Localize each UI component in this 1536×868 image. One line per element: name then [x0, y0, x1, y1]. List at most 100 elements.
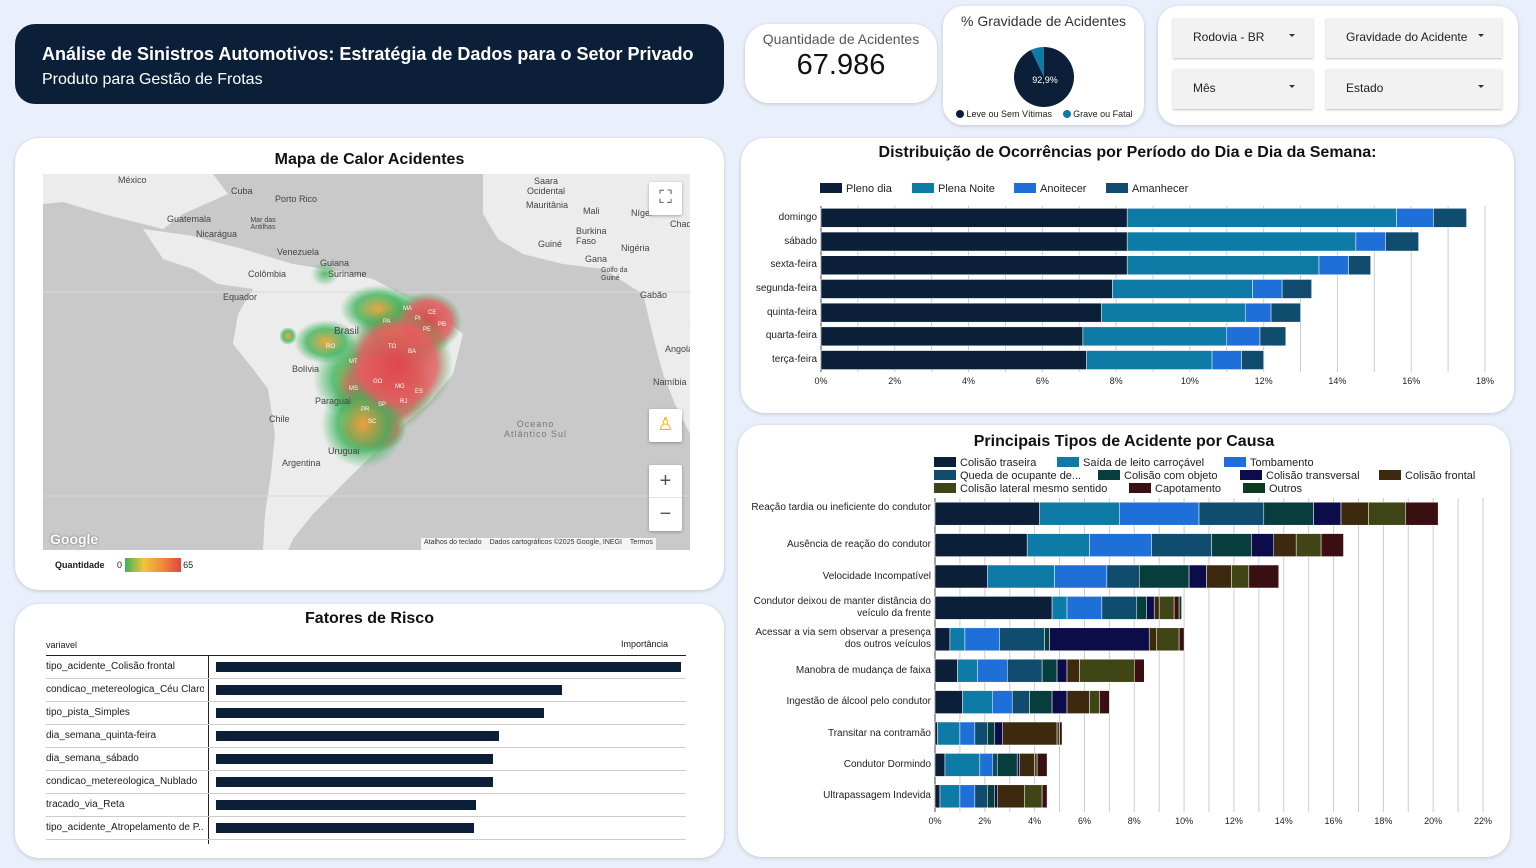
legend-item[interactable]: Capotamento	[1129, 483, 1221, 495]
bar-segment[interactable]	[1178, 596, 1182, 620]
bar-segment[interactable]	[1029, 690, 1053, 714]
bar-segment[interactable]	[1153, 596, 1160, 620]
bar-segment[interactable]	[997, 784, 1025, 809]
bar-segment[interactable]	[1396, 208, 1434, 228]
bar-segment[interactable]	[1056, 721, 1060, 746]
bar-segment[interactable]	[1340, 501, 1369, 526]
bar-segment[interactable]	[997, 753, 1018, 777]
filter-gravidade[interactable]: Gravidade do Acidente	[1326, 18, 1502, 58]
bar-segment[interactable]	[1368, 501, 1407, 526]
heat-map[interactable]: México Cuba Porto Rico Guatemala Mar das…	[43, 174, 690, 550]
legend-item[interactable]: Outros	[1243, 483, 1302, 495]
bar-segment[interactable]	[934, 564, 988, 589]
bar-segment[interactable]	[1044, 627, 1050, 652]
bar-segment[interactable]	[1039, 501, 1120, 526]
bar-segment[interactable]	[934, 784, 941, 809]
bar-segment[interactable]	[1082, 326, 1228, 347]
bar-segment[interactable]	[1026, 533, 1090, 557]
bar-segment[interactable]	[959, 721, 976, 746]
bar-segment[interactable]	[820, 326, 1084, 347]
bar-segment[interactable]	[1188, 564, 1207, 589]
bar-segment[interactable]	[1112, 279, 1253, 299]
bar-segment[interactable]	[1041, 784, 1048, 809]
bar-segment[interactable]	[1136, 596, 1147, 620]
bar-segment[interactable]	[987, 784, 996, 809]
bar-segment[interactable]	[1051, 690, 1068, 714]
bar-segment[interactable]	[1126, 208, 1397, 228]
bar-segment[interactable]	[1146, 596, 1155, 620]
bar-segment[interactable]	[1126, 255, 1320, 275]
bar-segment[interactable]	[820, 255, 1128, 275]
bar-segment[interactable]	[994, 784, 998, 809]
bar-segment[interactable]	[1041, 658, 1058, 683]
bar-segment[interactable]	[1148, 627, 1157, 652]
bar-segment[interactable]	[1034, 753, 1038, 777]
legend-item[interactable]: Colisão transversal	[1240, 470, 1360, 482]
bar-segment[interactable]	[1211, 533, 1252, 557]
bar-segment[interactable]	[820, 208, 1128, 228]
bar-segment[interactable]	[1006, 658, 1043, 683]
filter-rodovia[interactable]: Rodovia - BR	[1173, 18, 1313, 58]
bar-segment[interactable]	[1211, 350, 1242, 370]
bar-segment[interactable]	[987, 564, 1055, 589]
bar-segment[interactable]	[1259, 326, 1287, 347]
bar-segment[interactable]	[1089, 533, 1152, 557]
bar-segment[interactable]	[1156, 627, 1180, 652]
bar-segment[interactable]	[1244, 302, 1272, 323]
legend-item[interactable]: Saída de leito carroçável	[1057, 457, 1204, 469]
bar-segment[interactable]	[992, 690, 1013, 714]
bar-segment[interactable]	[959, 784, 976, 809]
legend-item[interactable]: Queda de ocupante de...	[934, 470, 1081, 482]
bar-segment[interactable]	[1024, 784, 1043, 809]
bar-segment[interactable]	[977, 658, 1008, 683]
bar-segment[interactable]	[962, 690, 993, 714]
bar-segment[interactable]	[944, 753, 981, 777]
filter-estado[interactable]: Estado	[1326, 69, 1502, 109]
bar-segment[interactable]	[974, 721, 988, 746]
bar-segment[interactable]	[1051, 596, 1068, 620]
bar-segment[interactable]	[1206, 564, 1232, 589]
zoom-in-button[interactable]: +	[649, 465, 682, 498]
street-view-button[interactable]: ♙	[649, 409, 682, 442]
bar-segment[interactable]	[1433, 208, 1467, 228]
bar-segment[interactable]	[1099, 690, 1110, 714]
bar-segment[interactable]	[1226, 326, 1261, 347]
legend-item[interactable]: Colisão lateral mesmo sentido	[934, 483, 1107, 495]
bar-segment[interactable]	[1248, 564, 1279, 589]
bar-segment[interactable]	[1011, 690, 1030, 714]
bar-segment[interactable]	[934, 753, 946, 777]
bar-segment[interactable]	[934, 533, 1028, 557]
bar-segment[interactable]	[1101, 596, 1138, 620]
legend-item[interactable]: Anoitecer	[1014, 183, 1086, 195]
bar-segment[interactable]	[987, 721, 996, 746]
bar-segment[interactable]	[820, 279, 1113, 299]
bar-segment[interactable]	[1355, 231, 1386, 252]
bar-segment[interactable]	[1241, 350, 1264, 370]
legend-item[interactable]: Tombamento	[1224, 457, 1314, 469]
bar-segment[interactable]	[1139, 564, 1190, 589]
bar-segment[interactable]	[1059, 721, 1063, 746]
bar-segment[interactable]	[964, 627, 1001, 652]
bar-segment[interactable]	[1231, 564, 1250, 589]
bar-segment[interactable]	[1251, 533, 1275, 557]
bar-segment[interactable]	[1086, 350, 1213, 370]
bar-segment[interactable]	[1134, 658, 1145, 683]
bar-segment[interactable]	[1405, 501, 1439, 526]
bar-segment[interactable]	[1036, 753, 1048, 777]
legend-item[interactable]: Colisão traseira	[934, 457, 1036, 469]
bar-segment[interactable]	[1101, 302, 1246, 323]
bar-segment[interactable]	[934, 596, 1053, 620]
legend-item[interactable]: Colisão com objeto	[1098, 470, 1218, 482]
bar-segment[interactable]	[1348, 255, 1371, 275]
bar-segment[interactable]	[820, 231, 1128, 252]
bar-segment[interactable]	[1066, 658, 1080, 683]
bar-segment[interactable]	[1049, 627, 1150, 652]
bar-segment[interactable]	[979, 753, 993, 777]
bar-segment[interactable]	[1252, 279, 1283, 299]
fullscreen-button[interactable]: ⛶	[649, 182, 682, 215]
bar-segment[interactable]	[992, 753, 998, 777]
bar-segment[interactable]	[1079, 658, 1135, 683]
bar-segment[interactable]	[1054, 564, 1108, 589]
bar-segment[interactable]	[1385, 231, 1419, 252]
bar-segment[interactable]	[999, 627, 1045, 652]
